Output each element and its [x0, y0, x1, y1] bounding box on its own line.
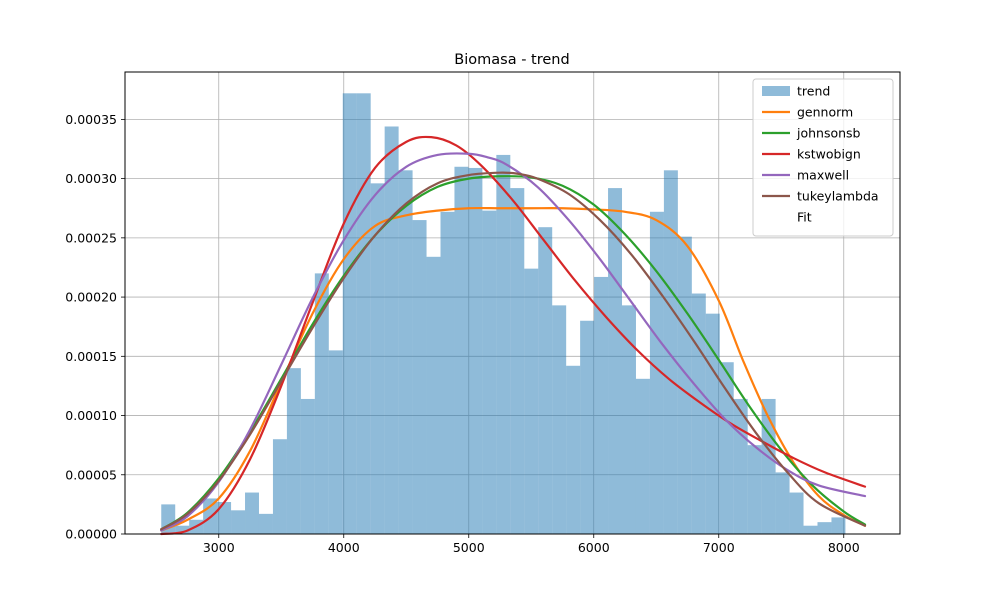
histogram-bar-25: [510, 188, 525, 535]
x-tick-label-1: 4000: [328, 540, 360, 555]
histogram-bar-24: [496, 154, 511, 534]
histogram-bar-12: [328, 350, 343, 534]
axis-ticks: 3000 4000 5000 6000 7000 8000 0.00000 0.00005 0.…: [65, 112, 859, 555]
histogram-bar-17: [398, 170, 413, 535]
histogram-bar-42: [747, 445, 762, 534]
histogram-bar-19: [426, 256, 441, 534]
curve-johnsonsb: [160, 175, 867, 531]
histogram-bar-5: [231, 510, 246, 534]
histogram-bar-15: [370, 183, 385, 534]
histogram-bar-46: [803, 525, 818, 534]
y-tick-label-5: 0.00025: [65, 230, 117, 245]
histogram-bar-23: [482, 210, 497, 534]
legend-swatch-trend: [762, 86, 790, 96]
y-tick-label-1: 0.00005: [65, 467, 117, 482]
histogram-bar-7: [258, 513, 273, 534]
curve-maxwell: [160, 152, 867, 532]
y-tick-label-0: 0.00000: [65, 527, 117, 542]
histogram-bar-27: [538, 227, 553, 534]
legend-label-gennorm: gennorm: [797, 105, 853, 120]
histogram-bar-6: [245, 492, 259, 534]
x-tick-label-3: 6000: [578, 540, 610, 555]
y-tick-label-6: 0.00030: [65, 171, 117, 186]
legend-label-trend: trend: [797, 84, 830, 99]
histogram-bar-48: [831, 517, 846, 534]
histogram-bar-33: [622, 305, 636, 534]
curve-tukeylambda: [160, 171, 867, 531]
histogram-bar-34: [635, 378, 650, 534]
y-tick-label-2: 0.00010: [65, 408, 117, 423]
histogram-bar-43: [761, 398, 776, 534]
legend-label-johnsonsb: johnsonsb: [796, 126, 861, 141]
histogram-bar-36: [663, 170, 678, 535]
legend-label-kstwobign: kstwobign: [797, 147, 861, 162]
x-tick-label-2: 5000: [453, 540, 485, 555]
histogram-bar-40: [719, 362, 734, 534]
histogram-bar-45: [789, 492, 804, 534]
histogram-bar-10: [300, 398, 315, 534]
legend-label-maxwell: maxwell: [797, 168, 849, 183]
histogram-bar-21: [454, 166, 469, 534]
histogram-bar-1: [175, 525, 190, 534]
y-tick-label-3: 0.00015: [65, 349, 117, 364]
histogram-bar-47: [817, 522, 832, 534]
chart-title: Biomasa - trend: [454, 52, 569, 68]
histogram-bar-31: [594, 276, 609, 534]
histogram-bar-39: [705, 313, 720, 534]
histogram-bar-8: [272, 439, 287, 534]
histogram-bar-30: [580, 320, 595, 534]
fit-curves: [160, 135, 867, 536]
histogram-bar-11: [314, 273, 329, 534]
histogram-bar-22: [468, 167, 483, 534]
histogram-bar-16: [384, 126, 399, 534]
y-tick-label-7: 0.00035: [65, 112, 117, 127]
plot-frame: [124, 71, 901, 535]
histogram-bar-28: [552, 305, 567, 534]
histogram-bar-44: [775, 472, 790, 534]
histogram-bar-26: [524, 268, 539, 534]
histogram-bar-29: [566, 365, 581, 534]
histogram-bar-18: [412, 220, 427, 535]
legend-label-Fit: Fit: [797, 210, 812, 225]
x-tick-label-4: 7000: [703, 540, 735, 555]
histogram-bar-9: [286, 368, 301, 534]
histogram-bars: [161, 93, 846, 535]
histogram-bar-37: [677, 236, 692, 534]
x-tick-label-5: 8000: [828, 540, 860, 555]
histogram-bar-20: [440, 211, 455, 535]
histogram-bar-4: [217, 502, 232, 534]
legend-label-tukeylambda: tukeylambda: [797, 189, 879, 204]
x-tick-label-0: 3000: [203, 540, 235, 555]
y-tick-label-4: 0.00020: [65, 290, 117, 305]
legend: trend gennorm johnsonsb kstwobign maxwell tuk…: [752, 78, 894, 237]
histogram-bar-14: [356, 93, 371, 535]
histogram-bar-13: [342, 93, 357, 535]
